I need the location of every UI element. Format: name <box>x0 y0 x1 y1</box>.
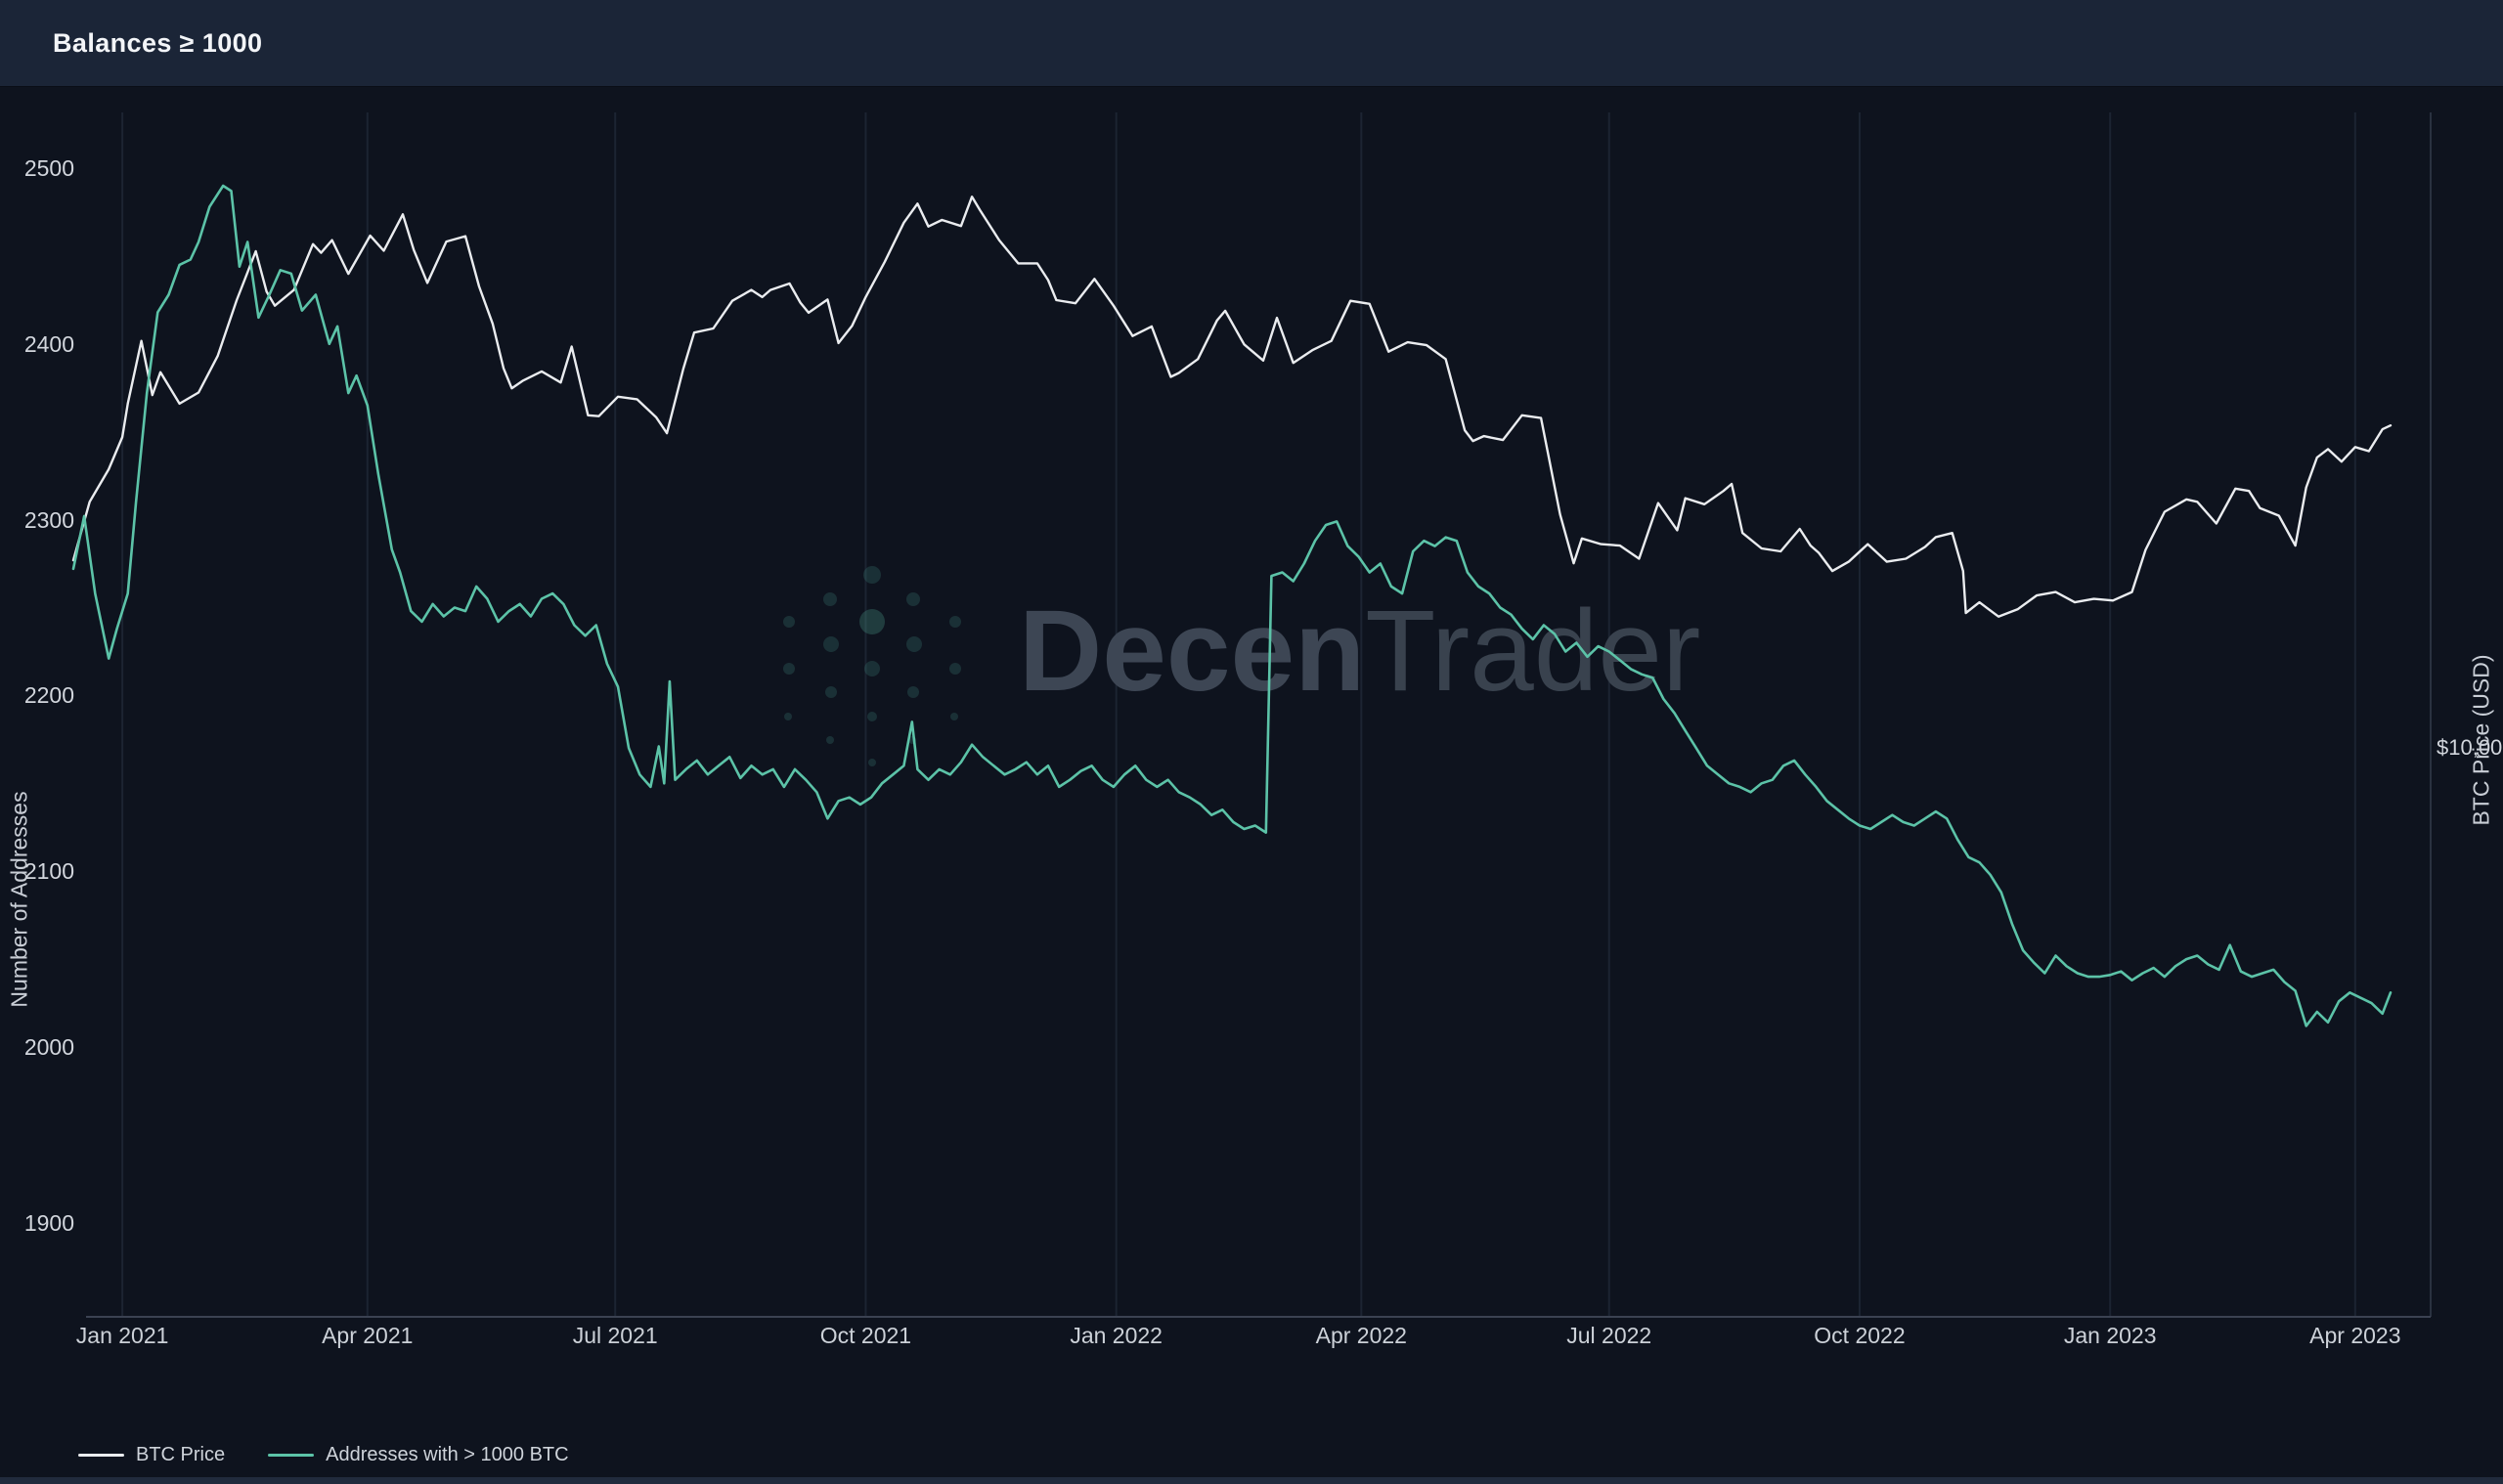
legend-item-btc-price[interactable]: BTC Price <box>78 1443 225 1466</box>
x-tick-label: Jul 2021 <box>572 1323 658 1348</box>
legend-label: Addresses with > 1000 BTC <box>326 1444 569 1465</box>
y-axis-title-left: Number of Addresses <box>6 791 32 1008</box>
y-tick-label: 2000 <box>23 1034 74 1060</box>
watermark-logo-dot <box>950 713 958 720</box>
x-tick-label: Apr 2022 <box>1315 1323 1407 1348</box>
watermark-logo-dot <box>949 616 961 628</box>
watermark-logo-dot <box>867 712 877 721</box>
watermark-logo-dot <box>823 592 837 606</box>
header-bar: Balances ≥ 1000 <box>0 0 2503 86</box>
watermark-logo-dot <box>826 736 834 744</box>
x-tick-label: Apr 2021 <box>322 1323 414 1348</box>
watermark-logo-dot <box>859 609 885 634</box>
watermark-logo-dot <box>906 636 922 652</box>
x-tick-label: Oct 2021 <box>819 1323 912 1348</box>
bottom-edge-strip <box>0 1477 2503 1484</box>
watermark-logo-dot <box>825 686 837 698</box>
y-axis-title-right: BTC Price (USD) <box>2468 654 2494 826</box>
legend-swatch-addresses <box>268 1453 315 1457</box>
watermark-logo-dot <box>783 663 795 675</box>
x-tick-label: Oct 2022 <box>1814 1323 1906 1348</box>
y-tick-label: 2200 <box>23 682 74 709</box>
x-tick-label: Jan 2022 <box>1070 1323 1163 1348</box>
y-tick-label: 2500 <box>23 155 74 181</box>
watermark-logo-dot <box>863 566 881 584</box>
series-line-addresses[interactable] <box>71 184 2393 1027</box>
x-tick-label: Apr 2023 <box>2309 1323 2401 1348</box>
legend-swatch-btc-price <box>78 1453 124 1457</box>
watermark-wordmark: DecenTrader <box>1019 587 1700 716</box>
y-tick-label: 1900 <box>23 1209 74 1236</box>
x-tick-label: Jul 2022 <box>1566 1323 1652 1348</box>
watermark-logo-dot <box>906 592 920 606</box>
series-line-btc-price[interactable] <box>71 195 2393 618</box>
y-axis-tick-right: $10,000 <box>2437 735 2503 760</box>
page-title: Balances ≥ 1000 <box>53 27 263 58</box>
y-tick-label: 2100 <box>23 858 74 885</box>
watermark-logo-dot <box>949 663 961 675</box>
x-tick-label: Jan 2023 <box>2063 1323 2157 1348</box>
watermark-logo-dot <box>864 661 880 677</box>
watermark-logo-dot <box>907 686 919 698</box>
y-tick-label: 2400 <box>23 330 74 357</box>
watermark-logo-dot <box>783 616 795 628</box>
watermark-logo-dot <box>868 759 876 766</box>
watermark-logo-dot <box>823 636 839 652</box>
x-tick-label: Jan 2021 <box>75 1323 169 1348</box>
legend-item-addresses[interactable]: Addresses with > 1000 BTC <box>268 1443 569 1466</box>
chart-legend: BTC Price Addresses with > 1000 BTC <box>78 1443 569 1466</box>
y-tick-label: 2300 <box>23 506 74 533</box>
legend-label: BTC Price <box>136 1444 226 1465</box>
watermark-logo-dot <box>784 713 792 720</box>
